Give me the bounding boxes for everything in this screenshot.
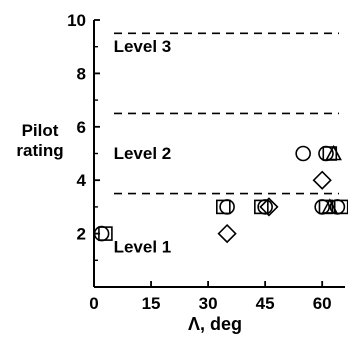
diamond-marker-0 <box>217 223 237 244</box>
triangle-marker-0 <box>325 144 342 161</box>
level-label-3: Level 1 <box>114 237 172 256</box>
square-marker-1 <box>216 199 231 215</box>
level-lines <box>114 32 339 195</box>
y-axis-label-line-1: rating <box>16 141 63 160</box>
square-marker-2 <box>254 199 269 215</box>
y-tick-label-8: 8 <box>77 64 86 83</box>
circle-marker-4 <box>318 145 334 162</box>
x-tick-label-0: 0 <box>89 294 98 313</box>
y-tick-label-10: 10 <box>67 11 86 30</box>
level-label-1: Level 3 <box>114 37 172 56</box>
axes <box>93 19 345 288</box>
x-tick-label-30: 30 <box>199 294 218 313</box>
circle-marker-1 <box>219 199 235 215</box>
circle-marker-5 <box>314 199 330 215</box>
diamond-marker-1 <box>259 197 279 217</box>
x-tick-label-45: 45 <box>256 294 275 313</box>
y-tick-label-6: 6 <box>77 118 86 137</box>
y-axis-label-line-0: Pilot <box>22 121 59 140</box>
level-label-2: Level 2 <box>114 144 172 163</box>
triangle-marker-1 <box>321 198 339 214</box>
circle-marker-3 <box>295 145 311 162</box>
x-axis-label: Λ, deg <box>188 314 242 334</box>
y-tick-label-4: 4 <box>77 171 87 190</box>
square-marker-0 <box>98 226 113 241</box>
x-tick-label-15: 15 <box>142 294 161 313</box>
data-markers <box>93 144 348 244</box>
diamond-marker-2 <box>312 170 332 190</box>
y-tick-label-2: 2 <box>77 225 86 244</box>
x-tick-label-60: 60 <box>313 294 332 313</box>
